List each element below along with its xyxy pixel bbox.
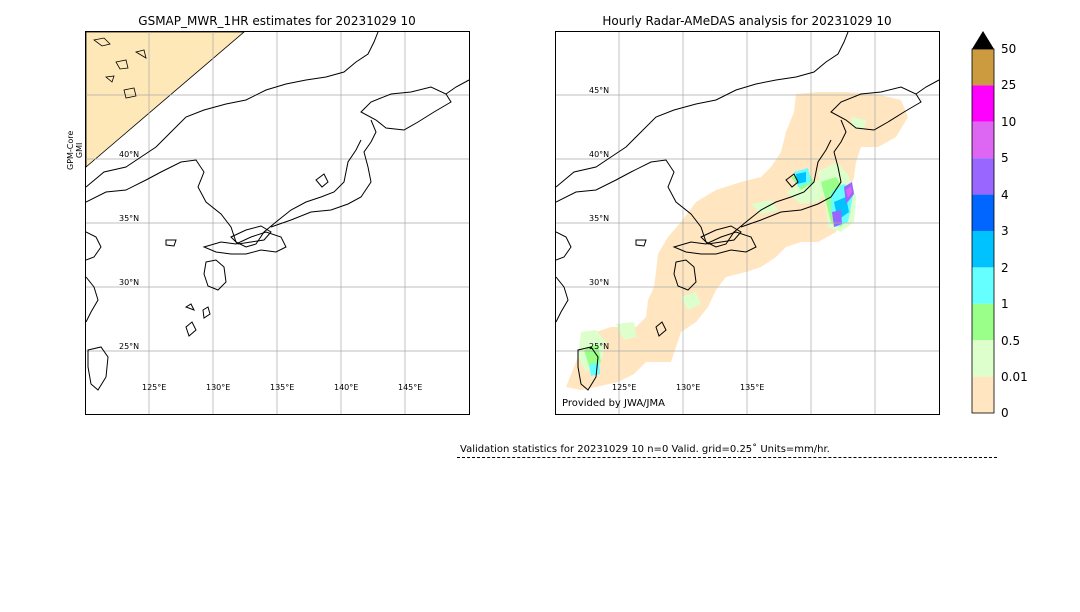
right-lat-label-40: 40°N (589, 150, 610, 159)
right-lat-label-35: 35°N (589, 214, 610, 223)
colorbar-tick-50: 50 (1001, 42, 1017, 56)
colorbar-segment (972, 231, 994, 268)
validation-statistics: Validation statistics for 20231029 10 n=… (460, 444, 830, 455)
validation-underline (457, 457, 997, 458)
right-map-panel: 45°N 40°N 35°N 30°N 25°N 125°E 130°E 135… (555, 31, 940, 415)
colorbar-tick-1: 1 (1001, 297, 1009, 311)
left-lat-label-25: 25°N (119, 342, 140, 351)
left-gridlines (86, 32, 469, 414)
colorbar-segments (972, 49, 994, 413)
colorbar-segment (972, 158, 994, 195)
colorbar-segment (972, 303, 994, 341)
colorbar-tick-10: 10 (1001, 115, 1017, 129)
right-gridlines (556, 32, 939, 414)
left-lat-label-30: 30°N (119, 278, 140, 287)
colorbar-tick-0-01: 0.01 (1001, 370, 1028, 384)
right-violet-precip (846, 186, 852, 198)
right-lat-label-30: 30°N (589, 278, 610, 287)
satellite-label-line1: GPM-Core (66, 130, 75, 170)
right-map-title: Hourly Radar-AMeDAS analysis for 2023102… (602, 14, 892, 28)
right-lat-label-25: 25°N (589, 342, 610, 351)
left-coastlines (86, 32, 469, 391)
colorbar (971, 31, 995, 414)
left-map-svg (86, 32, 469, 414)
colorbar-segment (972, 49, 994, 86)
left-lon-label-125: 125°E (142, 383, 167, 392)
left-no-data-region (86, 32, 245, 168)
colorbar-segment (972, 194, 994, 231)
colorbar-segment (972, 85, 994, 122)
data-credit: Provided by JWA/JMA (562, 398, 665, 409)
right-map-svg (556, 32, 939, 414)
satellite-label-line2: GMI (75, 142, 84, 159)
colorbar-tick-2: 2 (1001, 261, 1009, 275)
left-map-panel: 40°N 35°N 30°N 25°N 125°E 130°E 135°E 14… (85, 31, 470, 415)
colorbar-tick-4: 4 (1001, 188, 1009, 202)
left-lat-label-35: 35°N (119, 214, 140, 223)
left-lon-label-145: 145°E (398, 383, 423, 392)
right-coastlines (556, 32, 939, 391)
right-radar-coverage (566, 92, 908, 390)
left-lon-label-135: 135°E (270, 383, 295, 392)
colorbar-extend-arrow (972, 31, 994, 49)
left-map-title: GSMAP_MWR_1HR estimates for 20231029 10 (138, 14, 416, 28)
colorbar-tick-25: 25 (1001, 78, 1017, 92)
satellite-label: GPM-Core GMI (66, 131, 84, 170)
colorbar-tick-0: 0 (1001, 406, 1009, 420)
colorbar-tick-5: 5 (1001, 151, 1009, 165)
left-lon-label-140: 140°E (334, 383, 359, 392)
right-lon-label-125: 125°E (612, 383, 637, 392)
colorbar-tick-3: 3 (1001, 224, 1009, 238)
right-lon-label-130: 130°E (676, 383, 701, 392)
colorbar-segment (972, 376, 994, 413)
right-lon-label-135: 135°E (740, 383, 765, 392)
colorbar-segment (972, 267, 994, 304)
colorbar-tick-0-5: 0.5 (1001, 334, 1021, 348)
left-lat-label-40: 40°N (119, 150, 140, 159)
left-lon-label-130: 130°E (206, 383, 231, 392)
colorbar-segment (972, 121, 994, 159)
left-islets (93, 37, 147, 99)
right-lat-label-45: 45°N (589, 86, 610, 95)
colorbar-outline (971, 48, 995, 414)
colorbar-segment (972, 340, 994, 377)
